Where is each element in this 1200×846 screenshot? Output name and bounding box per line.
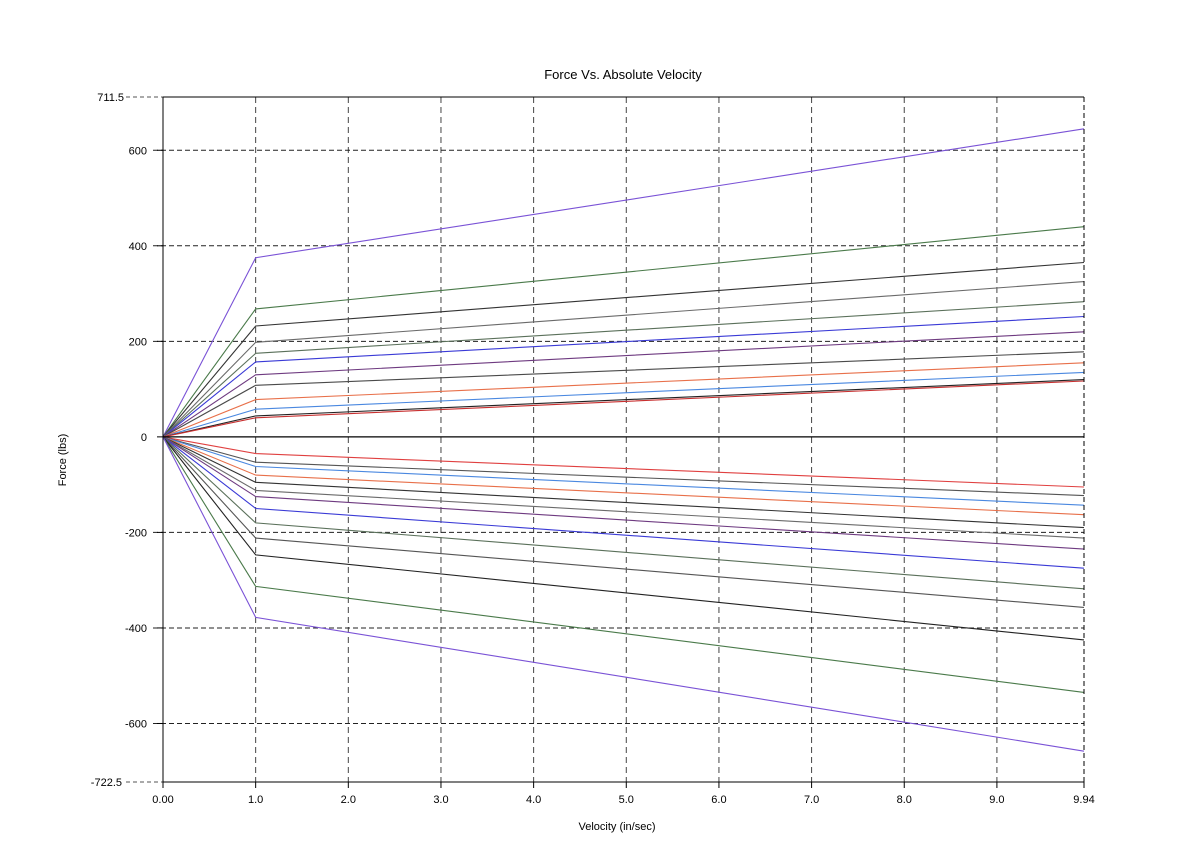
y-tick-label: -200 xyxy=(125,527,147,539)
series-line-25 xyxy=(162,436,1085,752)
series-line-3 xyxy=(162,261,1085,438)
series-line-13 xyxy=(162,436,1085,488)
x-tick-label: 4.0 xyxy=(526,794,541,806)
y-tick-label: -722.5 xyxy=(91,777,122,789)
series-line-15 xyxy=(162,436,1085,506)
series-line-23 xyxy=(162,436,1085,641)
series-line-11 xyxy=(162,379,1085,438)
y-tick-label: 711.5 xyxy=(97,92,124,104)
x-axis-label: Velocity (in/sec) xyxy=(578,821,655,833)
series-lines xyxy=(162,128,1085,752)
series-line-4 xyxy=(162,281,1085,438)
series-line-6 xyxy=(162,315,1085,438)
x-tick-label: 8.0 xyxy=(897,794,912,806)
series-line-8 xyxy=(162,351,1085,438)
x-tick-label: 0.00 xyxy=(152,794,173,806)
series-line-14 xyxy=(162,436,1085,497)
series-line-21 xyxy=(162,436,1085,590)
y-tick-label: 600 xyxy=(129,145,147,157)
y-tick-label: 0 xyxy=(141,432,147,444)
series-line-1 xyxy=(162,128,1085,438)
series-line-9 xyxy=(162,362,1085,438)
x-tick-label: 9.94 xyxy=(1073,794,1094,806)
series-line-7 xyxy=(162,331,1085,438)
series-line-12 xyxy=(162,380,1085,438)
series-line-10 xyxy=(162,371,1085,438)
x-tick-label: 6.0 xyxy=(711,794,726,806)
y-tick-label: -600 xyxy=(125,718,147,730)
series-line-17 xyxy=(162,436,1085,529)
series-line-24 xyxy=(162,436,1085,693)
y-tick-label: 200 xyxy=(129,336,147,348)
x-tick-label: 5.0 xyxy=(619,794,634,806)
x-tick-label: 3.0 xyxy=(433,794,448,806)
series-line-22 xyxy=(162,436,1085,608)
x-tick-label: 7.0 xyxy=(804,794,819,806)
series-line-16 xyxy=(162,436,1085,516)
series-line-20 xyxy=(162,436,1085,569)
x-tick-label: 2.0 xyxy=(341,794,356,806)
series-line-19 xyxy=(162,436,1085,550)
plot-frame xyxy=(162,96,1085,783)
x-tick-label: 9.0 xyxy=(989,794,1004,806)
series-line-5 xyxy=(162,301,1085,438)
series-line-18 xyxy=(162,436,1085,539)
y-axis-label: Force (lbs) xyxy=(57,434,69,487)
grid xyxy=(126,96,1084,783)
tick-labels: 0.00 1.0 2.0 3.0 4.0 5.0 6.0 7.0 8.0 9.0 9.94 711.5… xyxy=(91,92,1095,806)
chart-title: Force Vs. Absolute Velocity xyxy=(544,67,702,82)
y-tick-label: -400 xyxy=(125,623,147,635)
y-tick-label: 400 xyxy=(129,241,147,253)
x-tick-label: 1.0 xyxy=(248,794,263,806)
series-line-2 xyxy=(162,226,1085,438)
